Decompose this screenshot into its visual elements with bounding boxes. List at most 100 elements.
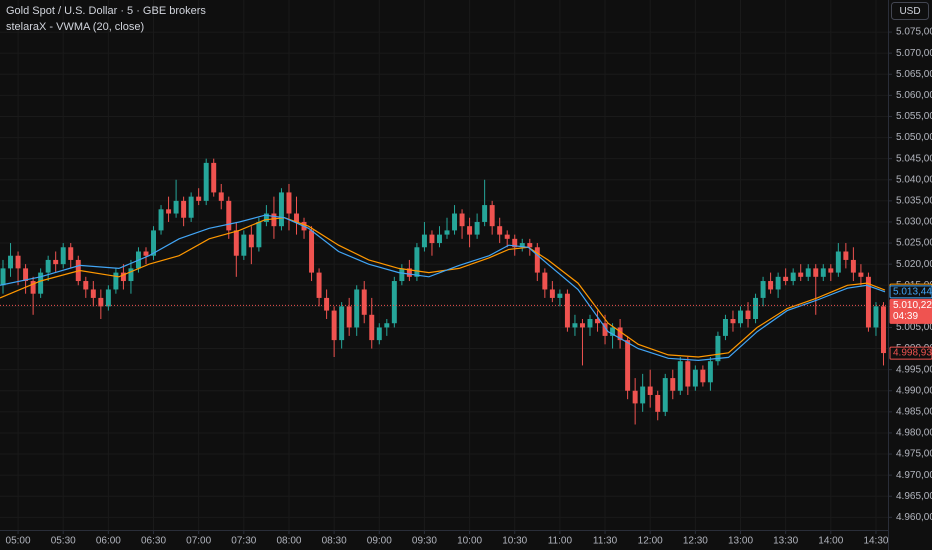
candle-body xyxy=(768,281,774,290)
candle-body xyxy=(361,289,367,315)
candle-body xyxy=(120,272,126,282)
candle-body xyxy=(376,327,382,341)
candle-body xyxy=(256,221,262,248)
candle-body xyxy=(391,281,397,324)
candle-body xyxy=(30,281,36,294)
candle-body xyxy=(745,310,751,320)
candle-body xyxy=(0,268,6,286)
candle-body xyxy=(835,251,841,273)
candle-body xyxy=(278,192,284,227)
candle-body xyxy=(489,205,495,227)
candle-body xyxy=(181,200,187,218)
plot-area xyxy=(0,158,888,425)
x-tick-label: 05:30 xyxy=(51,536,76,547)
candle-body xyxy=(753,297,759,320)
candle-body xyxy=(715,335,721,362)
candle-body xyxy=(203,162,209,201)
candle-body xyxy=(316,272,322,298)
candle-body xyxy=(828,268,834,273)
candle-body xyxy=(467,226,473,235)
candle-body xyxy=(166,209,172,214)
candle-body xyxy=(226,200,232,231)
x-tick-label: 13:00 xyxy=(728,536,753,547)
candle-body xyxy=(579,323,585,328)
candle-body xyxy=(692,369,698,387)
y-tick-label: 5.005,00 xyxy=(896,322,932,333)
x-tick-label: 09:00 xyxy=(367,536,392,547)
candle-body xyxy=(820,268,826,277)
candle-body xyxy=(233,230,239,256)
currency-label[interactable]: USD xyxy=(899,6,920,17)
candle-body xyxy=(248,234,254,248)
candle-body xyxy=(151,230,157,256)
candle-body xyxy=(158,209,164,231)
candle-body xyxy=(512,238,518,248)
candle-body xyxy=(444,230,450,235)
currency-button[interactable] xyxy=(891,2,929,20)
price-label: 5.013,44 xyxy=(893,286,932,297)
y-tick-label: 4.980,00 xyxy=(896,428,932,439)
x-tick-label: 12:30 xyxy=(683,536,708,547)
candle-body xyxy=(286,192,292,214)
x-tick-label: 08:30 xyxy=(322,536,347,547)
candle-body xyxy=(670,378,676,391)
y-tick-label: 5.065,00 xyxy=(896,69,932,80)
y-tick-label: 4.985,00 xyxy=(896,406,932,417)
candle-body xyxy=(188,196,194,218)
candle-body xyxy=(775,276,781,290)
candle-body xyxy=(497,226,503,235)
candle-body xyxy=(610,327,616,336)
candle-body xyxy=(452,213,458,231)
candle-body xyxy=(105,289,111,307)
y-tick-label: 4.995,00 xyxy=(896,364,932,375)
candle-body xyxy=(602,323,608,336)
candle-body xyxy=(783,276,789,282)
candle-body xyxy=(241,234,247,256)
y-tick-label: 5.025,00 xyxy=(896,238,932,249)
candle-body xyxy=(459,213,465,227)
x-tick-label: 14:30 xyxy=(863,536,888,547)
candle-body xyxy=(595,319,601,324)
indicator-line xyxy=(0,214,886,362)
candle-body xyxy=(738,310,743,324)
x-tick-label: 10:00 xyxy=(457,536,482,547)
candle-body xyxy=(339,306,345,341)
candle-body xyxy=(399,268,405,282)
candle-body xyxy=(850,259,856,273)
candle-body xyxy=(414,247,420,277)
candle-body xyxy=(406,268,412,277)
candle-body xyxy=(324,297,330,311)
candle-body xyxy=(482,205,488,222)
candle-body xyxy=(549,289,555,298)
price-label-box xyxy=(889,285,932,299)
candle-body xyxy=(647,386,653,395)
countdown-label: 04:39 xyxy=(893,311,918,322)
candle-body xyxy=(143,251,149,256)
candle-body xyxy=(421,234,427,248)
candle-body xyxy=(557,293,563,298)
candle-body xyxy=(53,259,59,265)
candle-body xyxy=(700,369,706,383)
candle-body xyxy=(640,386,646,404)
y-tick-label: 4.965,00 xyxy=(896,491,932,502)
candle-body xyxy=(504,234,510,239)
y-tick-label: 5.035,00 xyxy=(896,196,932,207)
candle-body xyxy=(519,243,525,248)
y-tick-label: 5.070,00 xyxy=(896,48,932,59)
candle-body xyxy=(98,297,104,307)
price-label: 4.998,93 xyxy=(893,348,932,359)
candle-body xyxy=(707,361,713,383)
candle-body xyxy=(587,319,593,328)
candle-body xyxy=(369,314,375,341)
y-tick-label: 5.060,00 xyxy=(896,90,932,101)
candle-body xyxy=(45,259,51,273)
candle-body xyxy=(685,361,691,387)
y-tick-label: 5.040,00 xyxy=(896,174,932,185)
candle-body xyxy=(331,310,337,341)
candle-body xyxy=(527,243,533,248)
price-label-box xyxy=(889,346,932,360)
candle-body xyxy=(858,272,864,277)
candle-body xyxy=(196,196,202,201)
